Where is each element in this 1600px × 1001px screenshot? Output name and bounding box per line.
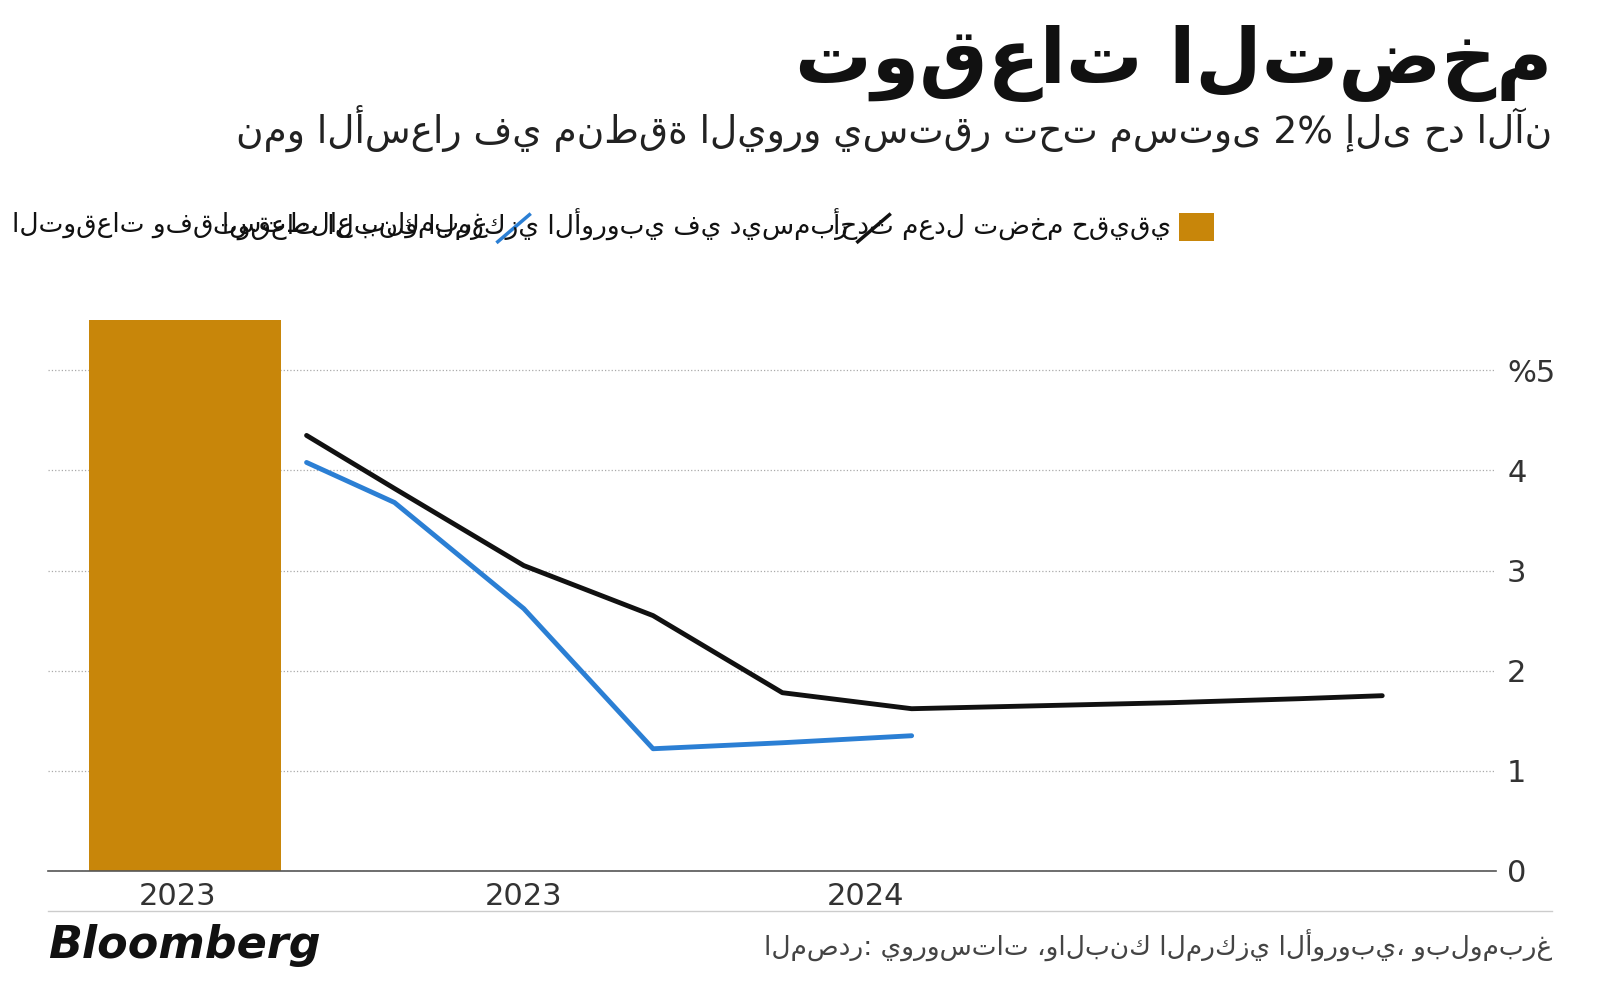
Text: المصدر: يوروستات ،والبنك المركزي الأوروبي، وبلومبرغ: المصدر: يوروستات ،والبنك المركزي الأوروب… [763,930,1552,962]
Text: أحدث معدل تضخم حقيقي: أحدث معدل تضخم حقيقي [834,209,1171,241]
Text: توقعات التضخم: توقعات التضخم [795,25,1552,102]
Text: توقعات البنك المركزي الأوروبي في ديسمبر: توقعات البنك المركزي الأوروبي في ديسمبر [213,209,848,241]
Text: التوقعات وفق استطلاع بلومبرغ: التوقعات وفق استطلاع بلومبرغ [13,212,488,238]
Text: Bloomberg: Bloomberg [48,925,320,967]
Bar [90,320,280,871]
Text: نمو الأسعار في منطقة اليورو يستقر تحت مستوى 2% إلى حد الآن: نمو الأسعار في منطقة اليورو يستقر تحت مس… [235,105,1552,152]
